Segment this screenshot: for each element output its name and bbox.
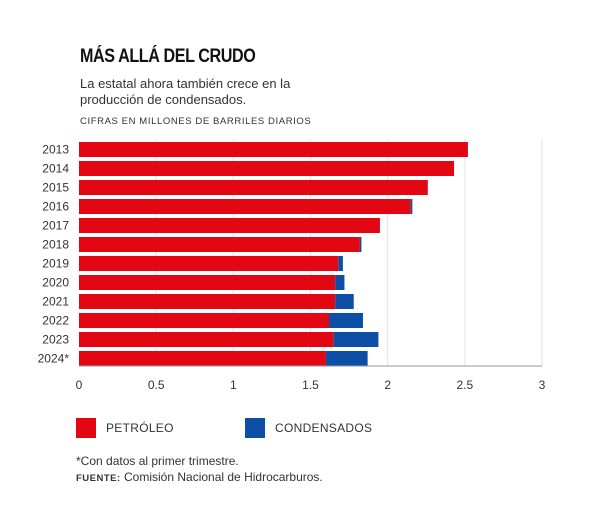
bar-petroleo [79,237,360,252]
y-tick-label: 2019 [42,257,69,271]
x-tick-label: 1 [230,378,237,392]
chart-title: MÁS ALLÁ DEL CRUDO [80,46,256,67]
bar-condensados [335,294,354,309]
bar-condensados [333,332,379,347]
x-tick-label: 2.5 [456,378,473,392]
y-tick-label: 2018 [42,238,69,252]
chart-subtitle: La estatal ahora también crece en la pro… [80,76,291,107]
bar-petroleo [79,199,411,214]
x-tick-label: 1.5 [302,378,319,392]
y-tick-label: 2016 [42,200,69,214]
y-tick-label: 2013 [42,143,69,157]
bar-petroleo [79,161,455,176]
legend-item-condensados: CONDENSADOS [245,418,372,438]
bar-petroleo [79,218,380,233]
bar-condensados [410,199,413,214]
x-tick-label: 2 [384,378,391,392]
legend-item-petroleo: PETRÓLEO [76,418,174,438]
bar-petroleo [79,294,336,309]
y-tick-label: 2021 [42,295,69,309]
legend-swatch-condensados [245,418,265,438]
bar-petroleo [79,313,330,328]
bar-petroleo [79,332,334,347]
bar-petroleo [79,351,326,366]
footnote: *Con datos al primer trimestre. [76,454,239,468]
legend-swatch-petroleo [76,418,96,438]
bar-petroleo [79,275,336,290]
source-label: FUENTE: [76,473,121,484]
bar-plot: 0 0.5 1 1.5 2 2.5 3 2013 2014 2015 2016 2017 2018 201… [38,139,546,392]
y-tick-label: 2014 [42,162,69,176]
y-tick-label: 2022 [42,314,69,328]
bar-condensados [359,237,362,252]
source-text: Comisión Nacional de Hidrocarburos. [120,470,323,484]
bar-petroleo [79,142,468,157]
x-tick-label: 3 [539,378,546,392]
legend-label-condensados: CONDENSADOS [275,421,373,435]
y-tick-label: 2017 [42,219,69,233]
y-tick-label: 2015 [42,181,69,195]
y-tick-label: 2020 [42,276,69,290]
x-tick-label: 0.5 [148,378,165,392]
legend-label-petroleo: PETRÓLEO [106,421,174,435]
source: FUENTE: Comisión Nacional de Hidrocarbur… [76,470,323,484]
bar-condensados [329,313,363,328]
bar-petroleo [79,180,428,195]
y-tick-label: 2024* [38,352,70,366]
units-label: CIFRAS EN MILLONES DE BARRILES DIARIOS [80,116,312,127]
bar-condensados [335,275,345,290]
x-tick-label: 0 [76,378,83,392]
bar-condensados [338,256,343,271]
bar-condensados [325,351,368,366]
y-tick-label: 2023 [42,333,69,347]
bar-petroleo [79,256,339,271]
